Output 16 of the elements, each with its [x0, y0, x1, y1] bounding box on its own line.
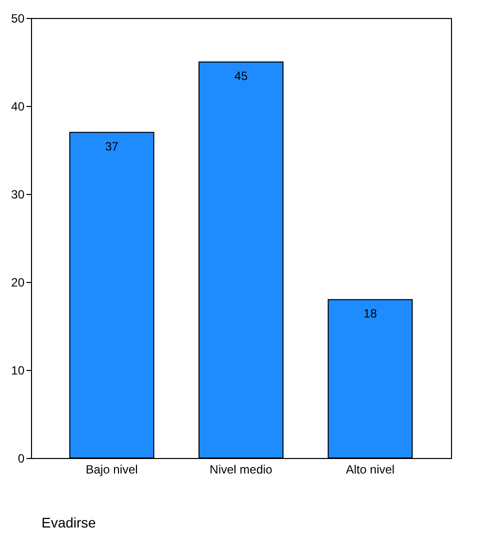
bar — [69, 132, 154, 458]
x-tick-label: Alto nivel — [346, 462, 395, 476]
data-label: 45 — [234, 69, 248, 83]
data-label: 37 — [105, 139, 119, 154]
x-axis-title: Evadirse — [42, 514, 96, 530]
y-tick-label: 50 — [11, 12, 25, 26]
x-tick-label: Bajo nivel — [86, 462, 138, 476]
y-tick-label: 40 — [11, 100, 25, 114]
bar — [328, 299, 413, 458]
bar — [198, 62, 284, 458]
y-tick-label: 20 — [11, 276, 25, 290]
y-tick-label: 0 — [18, 452, 25, 466]
y-tick-label: 10 — [11, 364, 25, 378]
x-tick-label: Nivel medio — [210, 462, 273, 476]
data-label: 18 — [364, 306, 378, 321]
y-tick-label: 30 — [11, 188, 25, 202]
